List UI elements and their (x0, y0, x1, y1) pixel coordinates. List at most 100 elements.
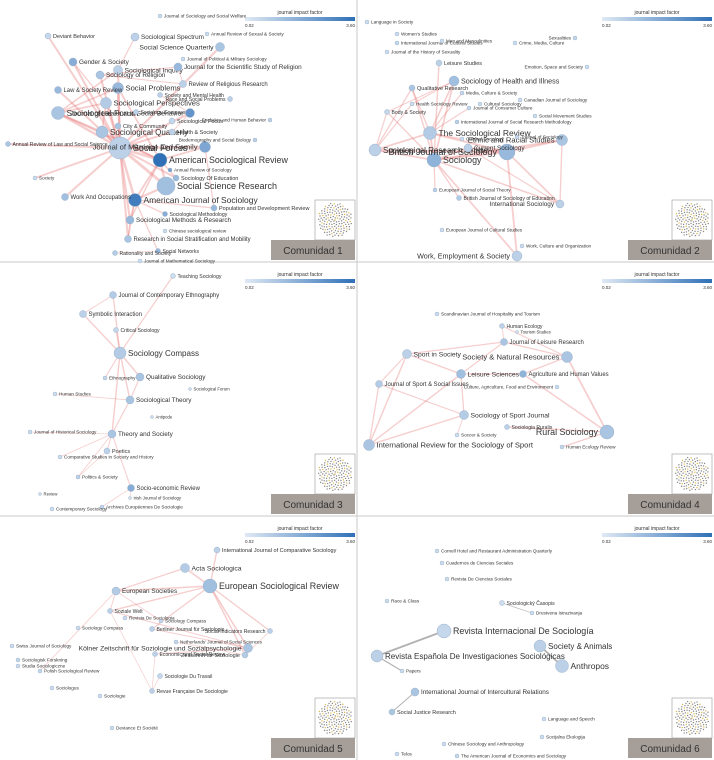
node-hsr[interactable] (409, 101, 415, 107)
node-ahv[interactable] (519, 370, 527, 378)
node-ajes[interactable] (454, 753, 460, 759)
node-sprob[interactable] (112, 82, 124, 94)
node-sq[interactable] (95, 125, 109, 139)
node-jssr[interactable] (173, 62, 183, 72)
node-rsp[interactable] (227, 96, 233, 102)
node-ae[interactable] (99, 504, 105, 510)
node-mcs[interactable] (459, 90, 465, 96)
node-ses[interactable] (152, 651, 158, 657)
node-sor[interactable] (95, 70, 105, 80)
node-sop[interactable] (514, 134, 520, 140)
node-psw[interactable] (37, 668, 43, 674)
node-cur[interactable] (463, 143, 473, 153)
node-ls[interactable] (456, 369, 466, 379)
node-cb[interactable] (57, 454, 63, 460)
node-csr[interactable] (162, 228, 168, 234)
node-lsp[interactable] (541, 716, 547, 722)
node-bjse[interactable] (456, 195, 462, 201)
node-irss[interactable] (363, 439, 375, 451)
node-jpmf[interactable] (180, 56, 186, 62)
node-tsr[interactable] (423, 126, 437, 140)
node-ajs[interactable] (128, 193, 142, 207)
node-smh[interactable] (157, 92, 163, 98)
node-sm[interactable] (162, 211, 168, 217)
node-sk[interactable] (539, 734, 545, 740)
node-cs[interactable] (113, 327, 119, 333)
node-rids[interactable] (436, 623, 452, 639)
node-hsrev[interactable] (559, 444, 565, 450)
node-soc[interactable] (426, 152, 442, 168)
node-tss[interactable] (188, 387, 192, 391)
node-si[interactable] (79, 310, 87, 318)
node-ijcs[interactable] (213, 546, 221, 554)
node-jssi[interactable] (375, 380, 383, 388)
node-ps5[interactable] (49, 685, 55, 691)
node-ejcs[interactable] (439, 227, 445, 233)
node-bsb[interactable] (252, 137, 258, 143)
node-sp6[interactable] (499, 600, 505, 606)
node-sexu[interactable] (572, 35, 578, 41)
node-sinq[interactable] (113, 65, 123, 75)
node-sc[interactable] (113, 346, 127, 360)
node-cr[interactable] (477, 101, 483, 107)
node-sw[interactable] (107, 608, 113, 614)
node-st[interactable] (125, 395, 135, 405)
node-kz[interactable] (243, 643, 253, 653)
node-jcc[interactable] (466, 105, 472, 111)
node-eth[interactable] (102, 375, 108, 381)
node-weo[interactable] (511, 250, 523, 262)
node-sp[interactable] (100, 97, 112, 109)
node-cc[interactable] (114, 122, 122, 130)
node-qs[interactable] (135, 372, 145, 382)
node-ssq[interactable] (215, 42, 225, 52)
node-scr[interactable] (157, 673, 163, 679)
node-rs[interactable] (599, 424, 615, 440)
node-reis[interactable] (370, 649, 384, 663)
node-jhs[interactable] (384, 49, 390, 55)
node-ts[interactable] (170, 273, 176, 279)
node-ehb[interactable] (267, 117, 273, 123)
node-sss[interactable] (454, 432, 460, 438)
node-rsn[interactable] (38, 492, 42, 496)
node-caq[interactable] (441, 741, 447, 747)
node-rcs[interactable] (444, 576, 450, 582)
node-soe[interactable] (172, 174, 180, 182)
node-lir[interactable] (364, 19, 370, 25)
node-ntj[interactable] (173, 639, 179, 645)
node-qr[interactable] (408, 84, 416, 92)
node-soc[interactable] (32, 175, 38, 181)
node-ijce[interactable] (128, 496, 132, 500)
node-ejst[interactable] (432, 187, 438, 193)
node-bjs[interactable] (498, 143, 516, 161)
node-chq[interactable] (434, 548, 440, 554)
node-jmf[interactable] (199, 141, 211, 153)
node-tas[interactable] (107, 429, 117, 439)
node-ems[interactable] (584, 64, 590, 70)
node-is[interactable] (555, 199, 565, 209)
node-ts4[interactable] (515, 330, 519, 334)
node-wo[interactable] (61, 193, 69, 201)
node-wsj[interactable] (394, 31, 400, 37)
node-as[interactable] (180, 563, 190, 573)
node-smr[interactable] (125, 215, 135, 225)
node-ds[interactable] (9, 643, 15, 649)
node-zfs[interactable] (241, 651, 249, 659)
node-leis[interactable] (435, 59, 443, 67)
node-sir[interactable] (267, 628, 273, 634)
node-cds[interactable] (439, 560, 445, 566)
node-shi[interactable] (448, 75, 460, 87)
node-rrr[interactable] (179, 80, 187, 88)
node-dse[interactable] (109, 725, 115, 731)
node-sfocus[interactable] (168, 117, 176, 125)
node-ds6[interactable] (529, 610, 535, 616)
node-bjs5[interactable] (149, 626, 155, 632)
node-sn[interactable] (155, 248, 161, 254)
node-jhsoc[interactable] (27, 429, 33, 435)
node-ser[interactable] (127, 484, 135, 492)
node-sspec[interactable] (130, 32, 140, 42)
node-sis[interactable] (402, 349, 412, 359)
node-he[interactable] (499, 323, 505, 329)
node-ase[interactable] (167, 167, 173, 173)
node-rc[interactable] (384, 598, 390, 604)
node-sr[interactable] (504, 424, 510, 430)
